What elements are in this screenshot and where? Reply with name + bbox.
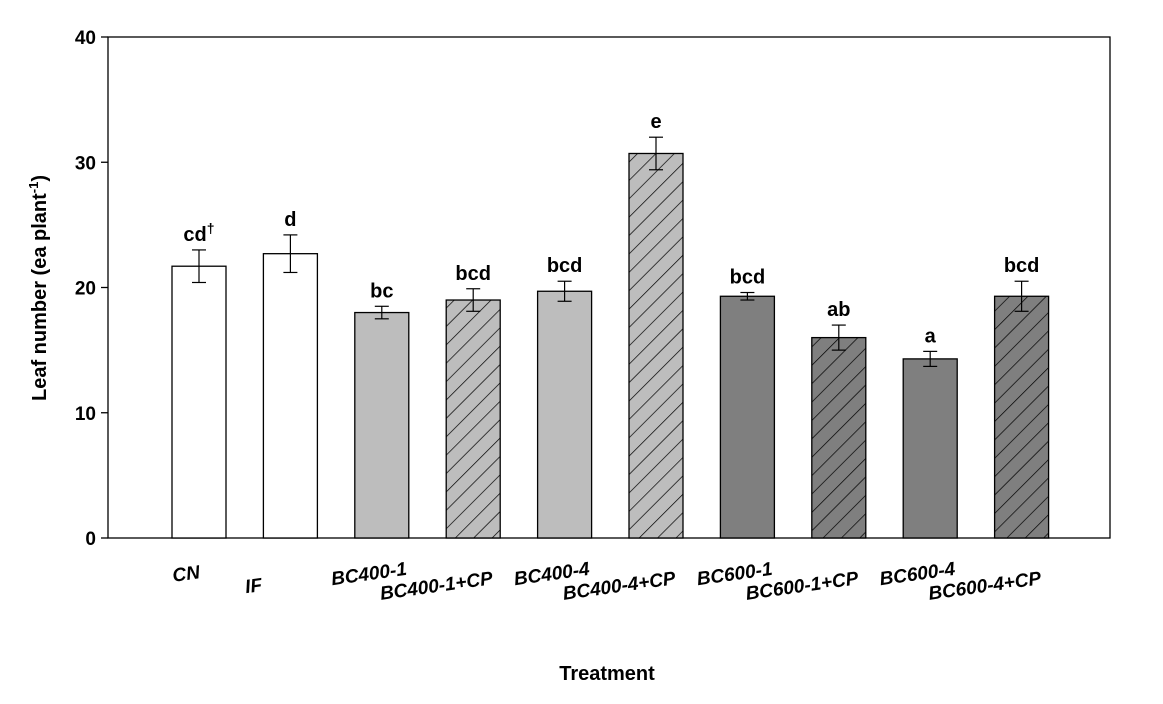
significance-letter-text: bcd: [547, 255, 583, 277]
bar-bc600-4-cp: [993, 295, 1050, 539]
error-bars-group: [192, 136, 1029, 368]
bar-bc400-4: [536, 290, 593, 539]
significance-superscript: †: [207, 220, 215, 236]
bar-cn: [171, 265, 227, 539]
significance-letter: e: [650, 111, 661, 133]
significance-letter-text: bcd: [1004, 255, 1040, 277]
y-axis-title-main: Leaf number (ea plant: [29, 193, 51, 401]
x-tick-label: IF: [244, 575, 265, 598]
bar-bc400-1-cp: [445, 299, 501, 539]
bar-bc600-1-cp: [811, 336, 867, 539]
significance-letter: bcd: [1004, 255, 1040, 277]
significance-letter: d: [284, 209, 296, 231]
bar-bc400-1: [354, 311, 410, 539]
significance-letter-text: bc: [370, 280, 393, 302]
significance-letter-text: bcd: [455, 263, 491, 285]
bar-bc400-4-cp: [628, 152, 684, 539]
bars-group: [171, 152, 1050, 539]
y-tick-label: 0: [85, 529, 96, 550]
y-tick-label: 10: [75, 404, 96, 425]
y-tick-label: 30: [75, 153, 96, 174]
significance-letter: bcd: [730, 267, 766, 289]
y-tick-label: 40: [75, 28, 96, 49]
y-axis-title-close: ): [29, 175, 51, 182]
significance-letter: a: [925, 325, 937, 347]
significance-letter: bcd: [455, 263, 491, 285]
y-axis: 0 10 20 30 40: [75, 28, 108, 550]
bar-if: [262, 253, 319, 539]
significance-letter: cd†: [183, 220, 214, 246]
significance-letter: bc: [370, 280, 393, 302]
x-tick-label: CN: [171, 562, 202, 587]
significance-letter-text: a: [925, 325, 937, 347]
significance-letter-text: bcd: [730, 267, 766, 289]
x-axis-title: Treatment: [559, 663, 655, 685]
plot-frame: [107, 36, 1111, 539]
significance-letter-text: ab: [827, 299, 850, 321]
bar-bc600-1: [719, 295, 776, 539]
y-axis-title: Leaf number (ea plant-1): [26, 175, 51, 401]
significance-letter-text: d: [284, 209, 296, 231]
significance-letter-text: cd: [183, 224, 206, 246]
y-tick-label: 20: [75, 279, 96, 300]
significance-letter: bcd: [547, 255, 583, 277]
significance-letter-text: e: [650, 111, 661, 133]
y-axis-title-superscript: -1: [26, 182, 41, 194]
bar-bc600-4: [902, 358, 958, 539]
significance-letters-group: cd† d bc bcd bcd e bcd ab a bcd: [183, 111, 1039, 347]
significance-letter: ab: [827, 299, 850, 321]
